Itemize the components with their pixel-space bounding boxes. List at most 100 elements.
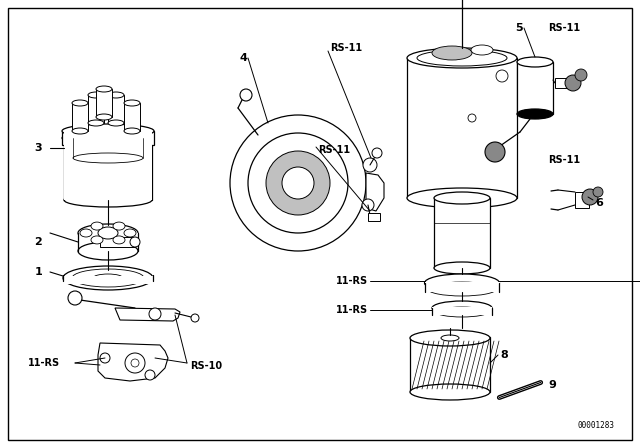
Ellipse shape: [434, 262, 490, 274]
Ellipse shape: [72, 100, 88, 106]
Ellipse shape: [78, 242, 138, 260]
Text: 5: 5: [515, 23, 523, 33]
Circle shape: [565, 75, 581, 91]
Circle shape: [468, 114, 476, 122]
Circle shape: [240, 89, 252, 101]
Ellipse shape: [410, 384, 490, 400]
Ellipse shape: [124, 229, 136, 237]
Ellipse shape: [80, 229, 92, 237]
Bar: [62, 131, 154, 145]
Ellipse shape: [434, 192, 490, 204]
Ellipse shape: [96, 86, 112, 92]
Text: 1: 1: [35, 267, 42, 277]
Ellipse shape: [410, 330, 490, 346]
Bar: [517, 62, 553, 114]
Circle shape: [282, 167, 314, 199]
Ellipse shape: [93, 274, 123, 282]
Ellipse shape: [517, 57, 553, 67]
Ellipse shape: [436, 307, 488, 317]
Bar: [64, 131, 152, 200]
Bar: [425, 282, 500, 292]
Bar: [407, 58, 517, 198]
Circle shape: [363, 158, 377, 172]
Ellipse shape: [407, 188, 517, 208]
Ellipse shape: [98, 227, 118, 239]
Text: RS-11: RS-11: [548, 23, 580, 33]
Text: RS-10: RS-10: [190, 361, 222, 371]
Ellipse shape: [88, 92, 104, 98]
Ellipse shape: [64, 193, 152, 207]
Bar: [368, 213, 380, 221]
Circle shape: [248, 133, 348, 233]
Text: RS-11: RS-11: [330, 43, 362, 53]
Bar: [96, 89, 112, 117]
Ellipse shape: [73, 153, 143, 163]
Ellipse shape: [407, 48, 517, 68]
Ellipse shape: [124, 128, 140, 134]
Circle shape: [266, 151, 330, 215]
Circle shape: [372, 148, 382, 158]
Bar: [575, 192, 589, 208]
Bar: [100, 237, 135, 247]
Text: RS-11: RS-11: [318, 145, 350, 155]
Text: 11-RS: 11-RS: [28, 358, 60, 368]
Text: 11-RS: 11-RS: [336, 305, 368, 315]
Text: 8: 8: [500, 350, 508, 360]
Ellipse shape: [91, 222, 103, 230]
Bar: [72, 103, 88, 131]
Circle shape: [145, 370, 155, 380]
Circle shape: [496, 70, 508, 82]
Ellipse shape: [96, 114, 112, 120]
Bar: [555, 78, 567, 88]
Text: 4: 4: [239, 53, 247, 63]
Bar: [434, 198, 490, 268]
Circle shape: [125, 353, 145, 373]
Circle shape: [362, 199, 374, 211]
Circle shape: [593, 187, 603, 197]
Polygon shape: [499, 76, 517, 100]
Text: RS-11: RS-11: [548, 155, 580, 165]
Ellipse shape: [63, 266, 153, 290]
Polygon shape: [366, 173, 384, 211]
Circle shape: [68, 291, 82, 305]
Circle shape: [100, 353, 110, 363]
Text: 2: 2: [35, 237, 42, 247]
Circle shape: [485, 142, 505, 162]
Ellipse shape: [91, 236, 103, 244]
Ellipse shape: [417, 50, 507, 66]
Polygon shape: [115, 308, 180, 321]
Circle shape: [149, 308, 161, 320]
Circle shape: [575, 69, 587, 81]
Ellipse shape: [517, 109, 553, 119]
Text: 11-RS: 11-RS: [336, 276, 368, 286]
Ellipse shape: [72, 128, 88, 134]
Ellipse shape: [428, 282, 497, 296]
Ellipse shape: [113, 236, 125, 244]
Text: 9: 9: [548, 380, 556, 390]
Circle shape: [582, 189, 598, 205]
Bar: [63, 276, 153, 284]
Bar: [108, 95, 124, 123]
Ellipse shape: [124, 100, 140, 106]
Ellipse shape: [108, 120, 124, 126]
Ellipse shape: [62, 124, 154, 138]
Bar: [124, 103, 140, 131]
Ellipse shape: [424, 274, 499, 292]
Ellipse shape: [88, 120, 104, 126]
Ellipse shape: [62, 131, 154, 145]
Text: 6: 6: [595, 198, 603, 208]
Bar: [88, 95, 104, 123]
Bar: [432, 307, 492, 315]
Ellipse shape: [432, 46, 472, 60]
Ellipse shape: [471, 45, 493, 55]
Ellipse shape: [441, 335, 459, 341]
Ellipse shape: [113, 222, 125, 230]
Ellipse shape: [432, 301, 492, 315]
Ellipse shape: [108, 92, 124, 98]
Bar: [78, 233, 138, 251]
Ellipse shape: [72, 269, 144, 287]
Text: 00001283: 00001283: [578, 421, 615, 430]
Circle shape: [230, 115, 366, 251]
Circle shape: [191, 314, 199, 322]
Ellipse shape: [130, 237, 140, 247]
